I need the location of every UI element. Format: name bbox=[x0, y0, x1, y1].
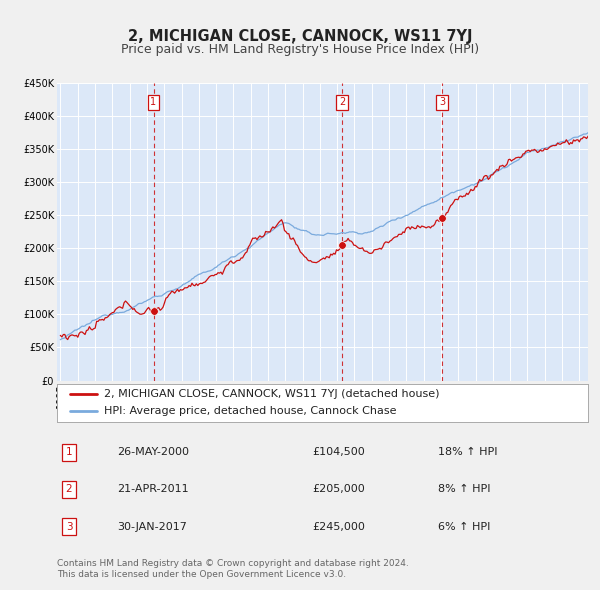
Text: 21-APR-2011: 21-APR-2011 bbox=[117, 484, 188, 494]
Text: £245,000: £245,000 bbox=[312, 522, 365, 532]
Text: 26-MAY-2000: 26-MAY-2000 bbox=[117, 447, 189, 457]
Text: 6% ↑ HPI: 6% ↑ HPI bbox=[438, 522, 490, 532]
Text: 8% ↑ HPI: 8% ↑ HPI bbox=[438, 484, 491, 494]
Text: HPI: Average price, detached house, Cannock Chase: HPI: Average price, detached house, Cann… bbox=[104, 407, 396, 417]
Text: 3: 3 bbox=[439, 97, 445, 107]
Text: 18% ↑ HPI: 18% ↑ HPI bbox=[438, 447, 497, 457]
Text: Price paid vs. HM Land Registry's House Price Index (HPI): Price paid vs. HM Land Registry's House … bbox=[121, 43, 479, 56]
Text: 2, MICHIGAN CLOSE, CANNOCK, WS11 7YJ (detached house): 2, MICHIGAN CLOSE, CANNOCK, WS11 7YJ (de… bbox=[104, 389, 439, 399]
Text: £205,000: £205,000 bbox=[312, 484, 365, 494]
Text: 1: 1 bbox=[65, 447, 73, 457]
Text: Contains HM Land Registry data © Crown copyright and database right 2024.
This d: Contains HM Land Registry data © Crown c… bbox=[57, 559, 409, 579]
Text: 1: 1 bbox=[151, 97, 157, 107]
Text: 2, MICHIGAN CLOSE, CANNOCK, WS11 7YJ: 2, MICHIGAN CLOSE, CANNOCK, WS11 7YJ bbox=[128, 29, 472, 44]
Text: 2: 2 bbox=[339, 97, 346, 107]
Text: 30-JAN-2017: 30-JAN-2017 bbox=[117, 522, 187, 532]
Text: £104,500: £104,500 bbox=[312, 447, 365, 457]
Text: 2: 2 bbox=[65, 484, 73, 494]
Text: 3: 3 bbox=[65, 522, 73, 532]
